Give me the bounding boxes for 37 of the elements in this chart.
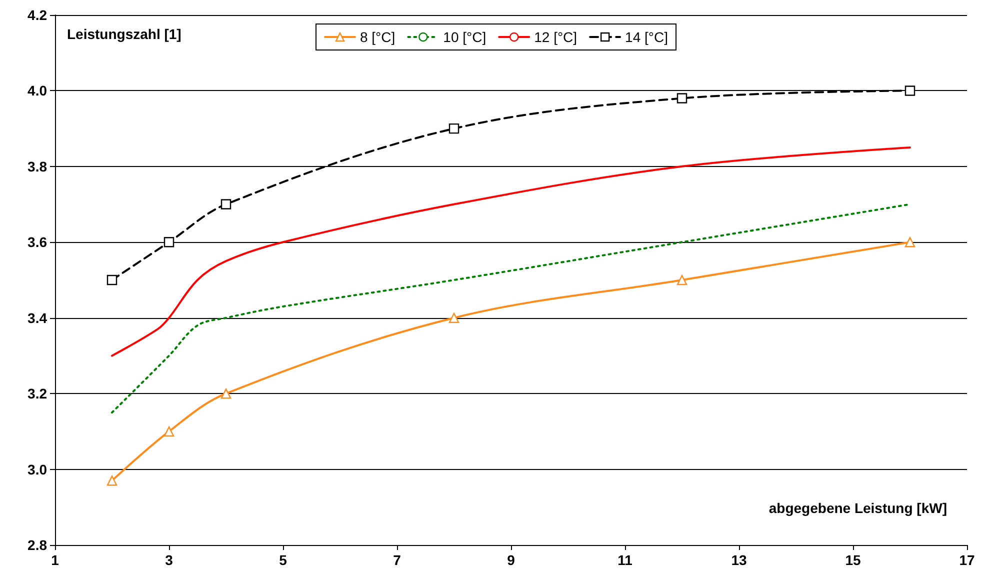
point: [220, 388, 232, 399]
point: [164, 426, 174, 437]
point: [106, 476, 118, 486]
x-tick-label: 9: [507, 552, 516, 568]
y-tick-label: 3.4: [28, 310, 48, 326]
y-tick-label: 3.8: [28, 158, 48, 174]
point: [448, 123, 460, 134]
point: [676, 274, 688, 286]
x-tick-label: 13: [731, 552, 747, 568]
line-series: [111, 146, 911, 357]
x-tick-label: 17: [959, 552, 975, 568]
y-tick-label: 3.0: [28, 461, 48, 478]
legend-label: 14 [°C]: [625, 29, 668, 45]
x-tick-label: 15: [845, 552, 861, 568]
y-axis-title: Leistungszahl [1]: [67, 26, 182, 42]
point: [676, 93, 688, 104]
legend-label: 10 [°C]: [443, 29, 486, 45]
x-tick-label: 7: [393, 552, 402, 568]
legend-label: 12 [°C]: [534, 29, 578, 45]
point: [904, 237, 916, 248]
x-axis-title: abgegebene Leistung [kW]: [768, 500, 947, 516]
point: [220, 199, 232, 210]
point: [904, 86, 916, 96]
y-tick-label: 3.2: [28, 386, 48, 402]
legend-label: 8 [°C]: [360, 29, 396, 45]
y-tick-label: 3.6: [28, 234, 48, 250]
y-tick-label: 2.8: [28, 537, 48, 553]
point: [106, 274, 118, 286]
line-series: [111, 203, 911, 414]
y-tick-label: 4.2: [28, 7, 48, 23]
x-tick-label: 5: [279, 552, 288, 568]
point: [164, 237, 174, 248]
x-tick-label: 1: [51, 552, 60, 568]
x-tick-label: 11: [618, 552, 633, 568]
point: [448, 312, 460, 323]
y-tick-label: 4.0: [28, 82, 48, 99]
x-tick-label: 3: [165, 552, 174, 568]
